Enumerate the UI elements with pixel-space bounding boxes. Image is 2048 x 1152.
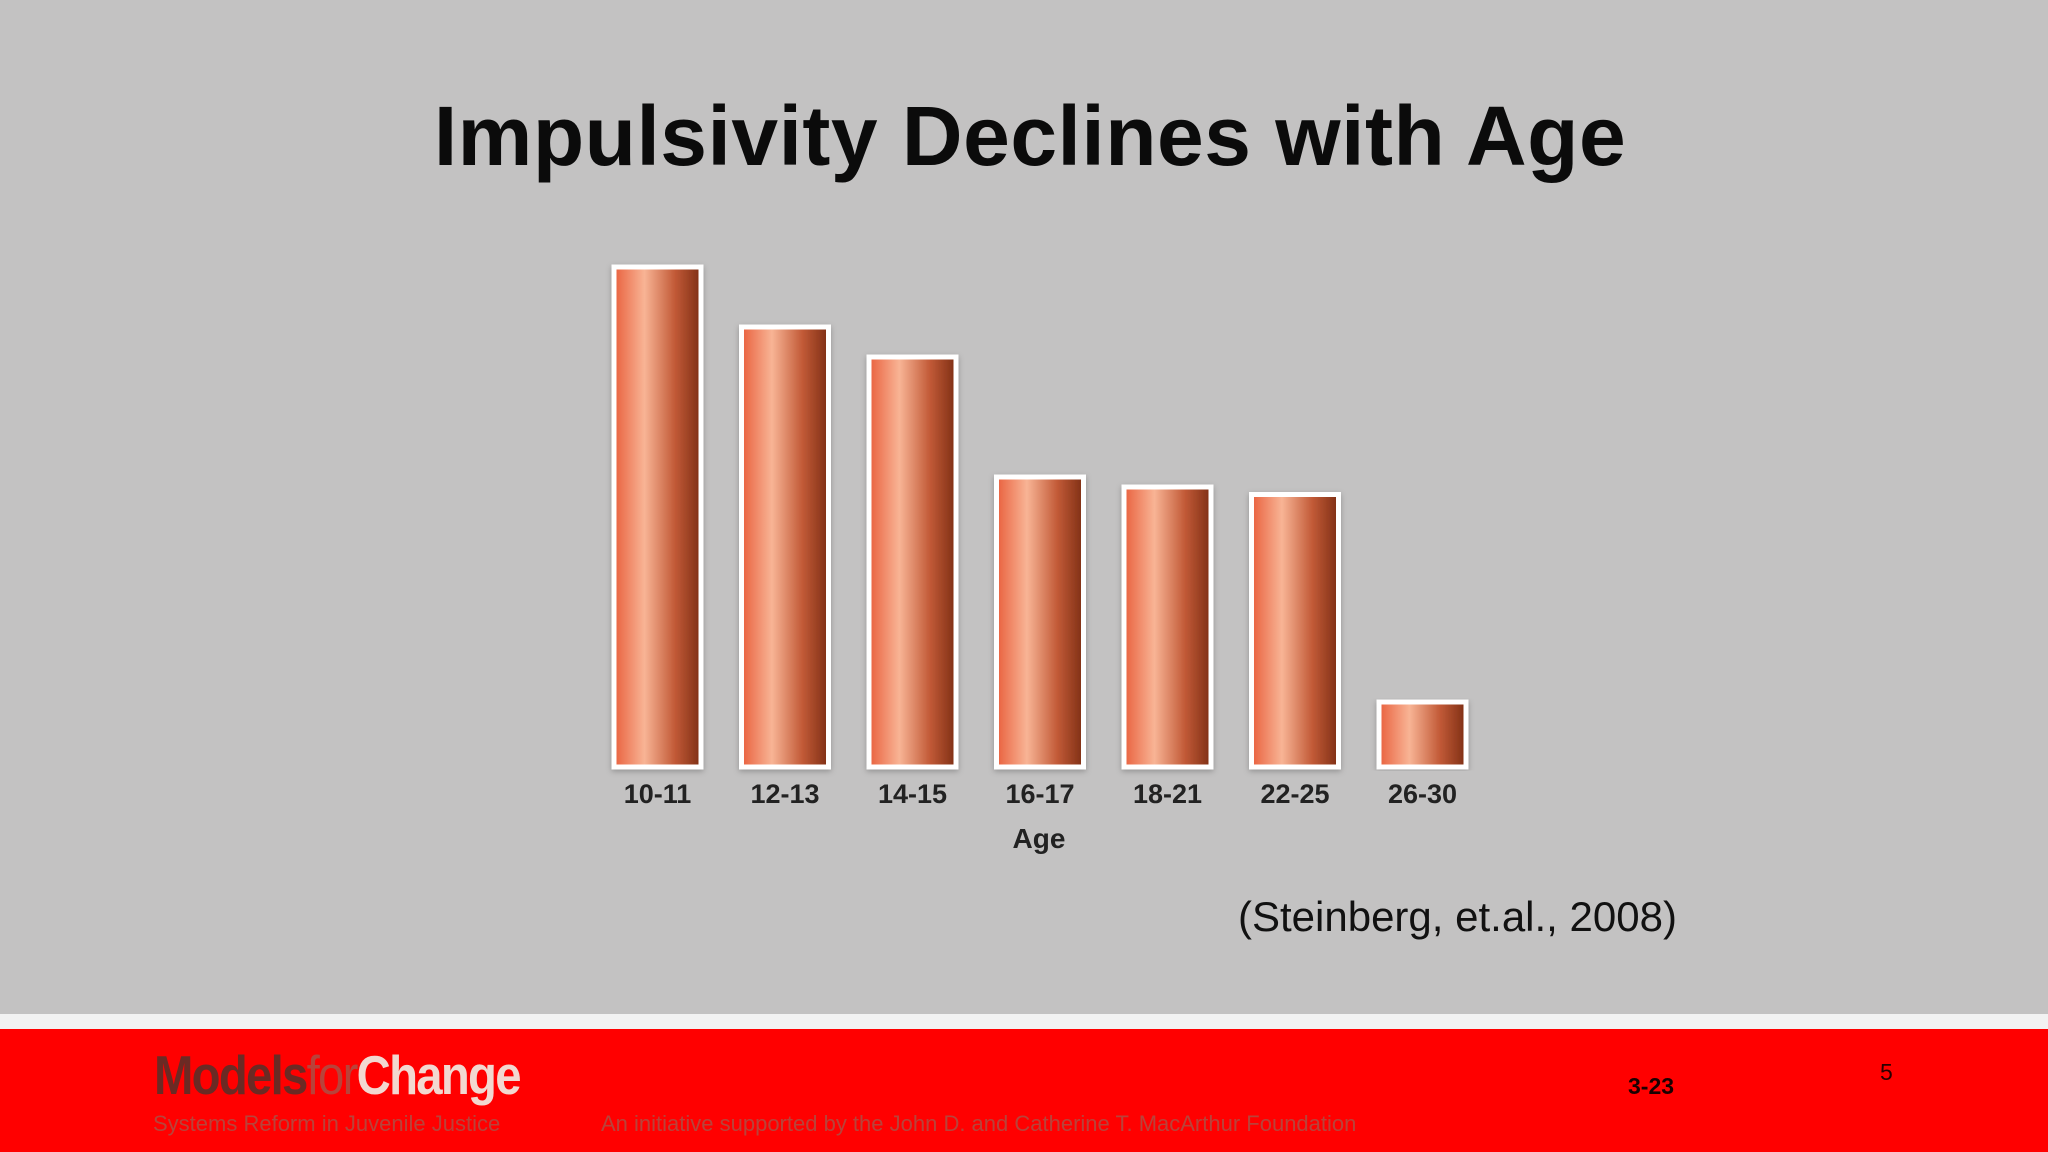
logo-for-text: for xyxy=(306,1044,359,1106)
citation: (Steinberg, et.al., 2008) xyxy=(1238,893,1677,940)
footer-initiative-text: An initiative supported by the John D. a… xyxy=(601,1111,1357,1136)
page-number: 5 xyxy=(1880,1059,1893,1085)
tick-label-22-25: 22-25 xyxy=(1260,779,1329,809)
tick-labels-group: 10-11 12-13 14-15 16-17 18-21 22-25 26-30 xyxy=(624,779,1457,809)
tick-label-26-30: 26-30 xyxy=(1388,779,1457,809)
tick-label-10-11: 10-11 xyxy=(624,779,692,809)
tick-label-14-15: 14-15 xyxy=(878,779,947,809)
tick-label-12-13: 12-13 xyxy=(750,779,819,809)
bar-22-25 xyxy=(1249,492,1341,770)
footer-tagline: Systems Reform in Juvenile Justice xyxy=(153,1111,501,1136)
x-axis-label: Age xyxy=(1013,823,1066,854)
bar-26-30 xyxy=(1376,699,1469,770)
slide-title: Impulsivity Declines with Age xyxy=(433,89,1627,183)
footer-bar: ModelsforChange Systems Reform in Juveni… xyxy=(0,1029,2048,1152)
models-for-change-logo: ModelsforChange xyxy=(154,1043,522,1107)
logo-change-text: Change xyxy=(356,1044,522,1106)
bar-16-17 xyxy=(994,474,1086,770)
footer-divider xyxy=(0,1014,2048,1029)
bar-14-15 xyxy=(866,354,959,770)
bar-chart: 10-11 12-13 14-15 16-17 18-21 22-25 26-30 Age xyxy=(611,264,1469,854)
bars-group xyxy=(611,264,1469,770)
logo-models-text: Models xyxy=(154,1044,308,1106)
tick-label-16-17: 16-17 xyxy=(1005,779,1074,809)
bar-10-11 xyxy=(611,264,704,770)
bar-18-21 xyxy=(1121,484,1214,770)
tick-label-18-21: 18-21 xyxy=(1133,779,1202,809)
bar-12-13 xyxy=(739,324,831,770)
slide-code: 3-23 xyxy=(1628,1073,1675,1099)
